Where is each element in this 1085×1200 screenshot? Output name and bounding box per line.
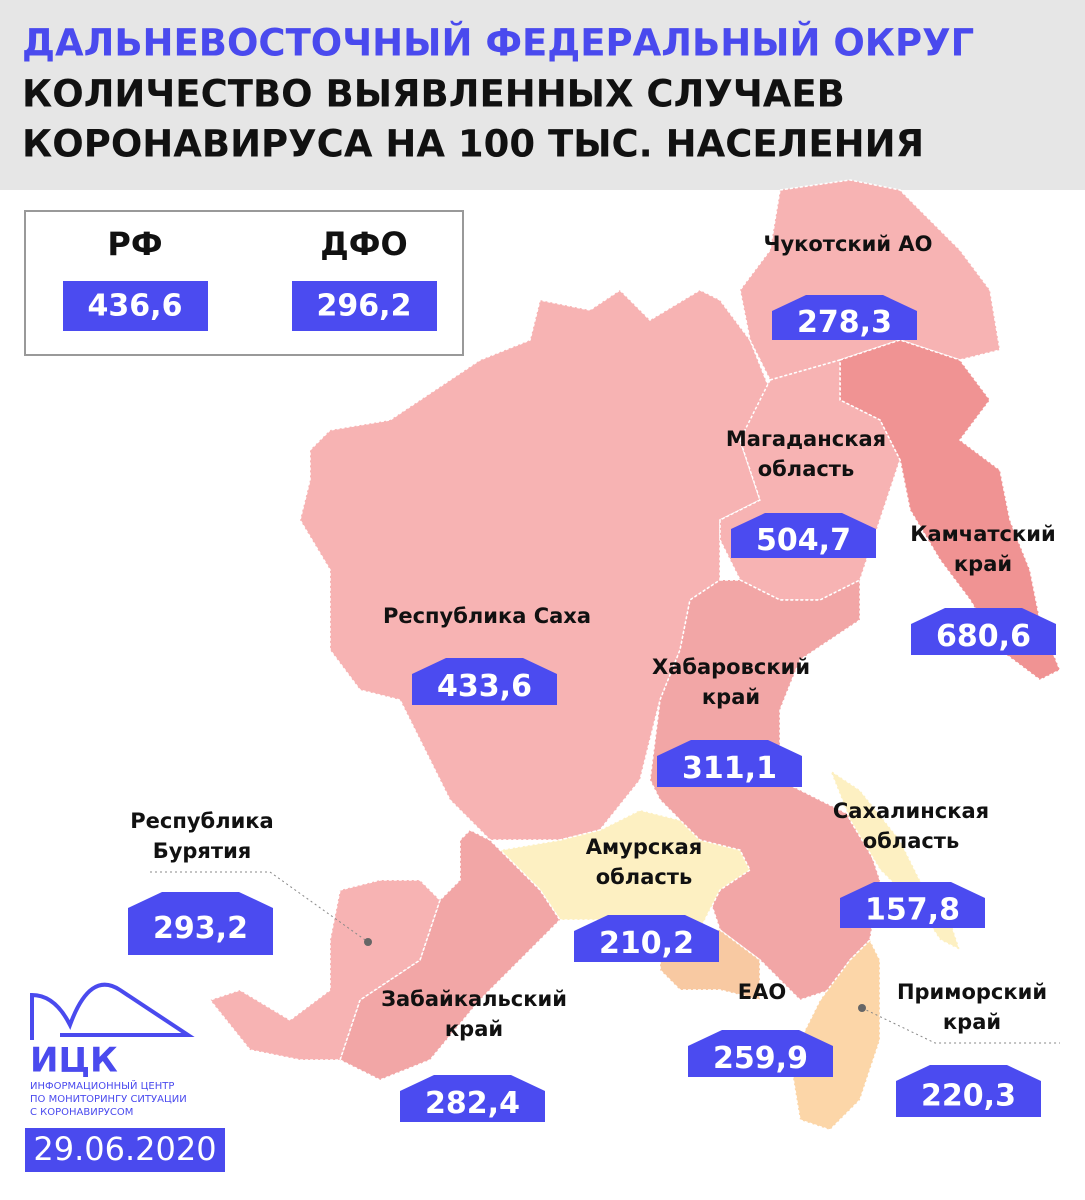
leader-dot <box>858 1004 866 1012</box>
region-title: ДАЛЬНЕВОСТОЧНЫЙ ФЕДЕРАЛЬНЫЙ ОКРУГ <box>22 21 974 65</box>
logo-line: ПО МОНИТОРИНГУ СИТУАЦИИ <box>30 1094 187 1105</box>
region-name: Чукотский АО <box>763 232 932 256</box>
logo-mark <box>30 982 195 1040</box>
region-name: область <box>758 457 855 481</box>
region-value: 278,3 <box>797 305 892 340</box>
region-name: Приморский <box>897 980 1047 1004</box>
region-value: 504,7 <box>756 523 851 558</box>
value-badge <box>840 882 985 928</box>
region-name: Бурятия <box>153 839 252 863</box>
logo-name: ИЦК <box>30 1041 118 1081</box>
region-labels: Чукотский АО 278,3 Магаданская область 504,7… <box>128 232 1056 1122</box>
logo: ИЦК ИНФОРМАЦИОННЫЙ ЦЕНТР ПО МОНИТОРИНГУ … <box>25 982 225 1172</box>
region-shape <box>649 578 881 1001</box>
region-value: 293,2 <box>153 911 248 946</box>
summary: РФ 436,6 ДФО 296,2 <box>63 225 437 331</box>
region-name: Республика Саха <box>383 604 591 628</box>
date-box <box>25 1128 225 1172</box>
region-value: 282,4 <box>425 1086 520 1121</box>
header-band <box>0 0 1085 190</box>
title-line: КОРОНАВИРУСА НА 100 ТЫС. НАСЕЛЕНИЯ <box>22 123 924 166</box>
leader-line <box>861 1007 1060 1044</box>
region-name: область <box>863 829 960 853</box>
logo-line: ИНФОРМАЦИОННЫЙ ЦЕНТР <box>30 1079 174 1092</box>
value-badge <box>896 1065 1041 1117</box>
region-name: Республика <box>130 809 273 833</box>
region-name: Забайкальский <box>381 987 567 1011</box>
region-value: 157,8 <box>865 893 960 928</box>
region-name: край <box>943 1010 1001 1034</box>
region-value: 680,6 <box>936 619 1031 654</box>
leader-dot <box>364 938 372 946</box>
summary-value: 436,6 <box>88 289 183 324</box>
summary-value-box <box>292 281 437 331</box>
region-value: 311,1 <box>682 751 777 786</box>
value-badge <box>412 658 557 705</box>
region-shape <box>208 879 441 1061</box>
value-badge <box>688 1030 833 1077</box>
summary-label: РФ <box>107 225 162 263</box>
region-name: ЕАО <box>738 980 786 1004</box>
region-name: край <box>702 685 760 709</box>
value-badge <box>911 608 1056 655</box>
leader-line <box>150 871 369 943</box>
region-name: Сахалинская <box>833 799 989 823</box>
region-name: край <box>445 1017 503 1041</box>
region-value: 220,3 <box>921 1079 1016 1114</box>
summary-value: 296,2 <box>317 289 412 324</box>
region-name: Магаданская <box>726 427 886 451</box>
region-name: Амурская <box>586 835 703 859</box>
value-badge <box>772 295 917 340</box>
logo-line: С КОРОНАВИРУСОМ <box>30 1107 133 1118</box>
value-badge <box>128 892 273 955</box>
region-shape <box>498 809 751 951</box>
value-badge <box>574 915 719 962</box>
value-badge <box>400 1075 545 1122</box>
value-badge <box>657 740 802 787</box>
region-value: 210,2 <box>599 926 694 961</box>
region-name: область <box>596 865 693 889</box>
region-shape <box>789 938 881 1131</box>
region-value: 433,6 <box>437 669 532 704</box>
date: 29.06.2020 <box>33 1130 216 1168</box>
region-name: Хабаровский <box>652 655 810 679</box>
summary-value-box <box>63 281 208 331</box>
region-name: край <box>954 552 1012 576</box>
region-name: Камчатский <box>910 522 1055 546</box>
value-badge <box>731 513 876 558</box>
title-line: КОЛИЧЕСТВО ВЫЯВЛЕННЫХ СЛУЧАЕВ <box>22 73 845 116</box>
region-shape <box>339 829 561 1081</box>
summary-label: ДФО <box>320 225 407 263</box>
region-value: 259,9 <box>713 1041 808 1076</box>
